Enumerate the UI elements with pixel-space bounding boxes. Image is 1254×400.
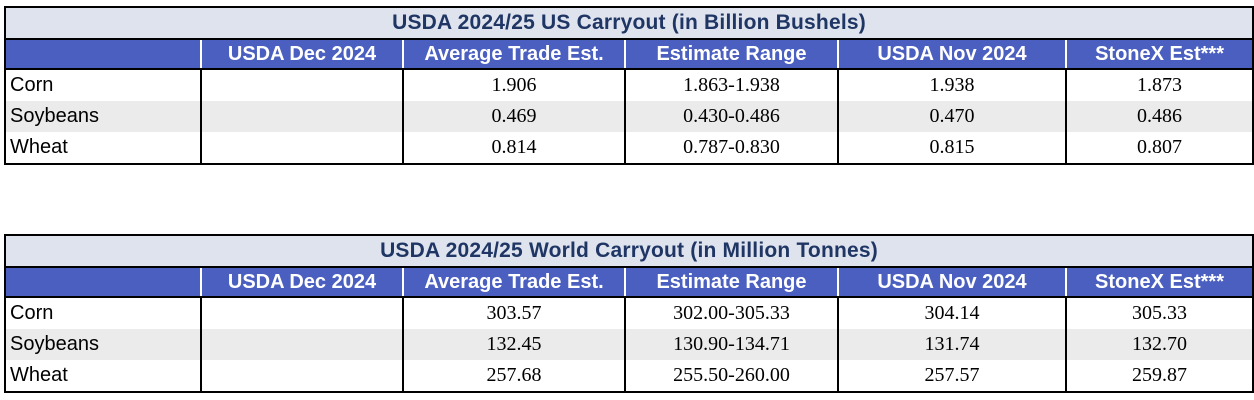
cell-average-trade: 0.469	[402, 101, 625, 132]
column-header-blank	[5, 39, 201, 70]
table-row: Soybeans 0.469 0.430-0.486 0.470 0.486	[5, 101, 1254, 132]
row-label: Corn	[5, 297, 201, 329]
cell-average-trade: 1.906	[402, 69, 625, 101]
cell-estimate-range: 0.787-0.830	[624, 132, 838, 164]
column-header-stonex: StoneX Est***	[1064, 267, 1254, 298]
cell-usda-dec	[200, 329, 403, 360]
cell-average-trade: 132.45	[402, 329, 625, 360]
world-table-header-row: USDA Dec 2024 Average Trade Est. Estimat…	[5, 267, 1254, 298]
table-row: Wheat 257.68 255.50-260.00 257.57 259.87	[5, 360, 1254, 392]
world-carryout-table: USDA 2024/25 World Carryout (in Million …	[4, 234, 1254, 393]
cell-usda-dec	[200, 132, 403, 164]
table-row: Soybeans 132.45 130.90-134.71 131.74 132…	[5, 329, 1254, 360]
table-row: Corn 1.906 1.863-1.938 1.938 1.873	[5, 69, 1254, 101]
cell-usda-dec	[200, 297, 403, 329]
column-header-average-trade: Average Trade Est.	[402, 267, 625, 298]
row-label: Soybeans	[5, 101, 201, 132]
cell-usda-dec	[200, 101, 403, 132]
column-header-stonex: StoneX Est***	[1064, 39, 1254, 70]
column-header-usda-nov: USDA Nov 2024	[837, 39, 1066, 70]
cell-usda-nov: 0.470	[837, 101, 1066, 132]
column-header-estimate-range: Estimate Range	[624, 267, 838, 298]
row-label: Wheat	[5, 132, 201, 164]
cell-estimate-range: 302.00-305.33	[624, 297, 838, 329]
cell-stonex: 0.807	[1064, 132, 1254, 164]
row-label: Soybeans	[5, 329, 201, 360]
column-header-usda-nov: USDA Nov 2024	[837, 267, 1066, 298]
us-table-title: USDA 2024/25 US Carryout (in Billion Bus…	[5, 7, 1254, 40]
world-table-title: USDA 2024/25 World Carryout (in Million …	[5, 235, 1254, 268]
cell-estimate-range: 0.430-0.486	[624, 101, 838, 132]
us-table-header-row: USDA Dec 2024 Average Trade Est. Estimat…	[5, 39, 1254, 70]
cell-usda-nov: 0.815	[837, 132, 1066, 164]
cell-usda-nov: 304.14	[837, 297, 1066, 329]
us-table-title-row: USDA 2024/25 US Carryout (in Billion Bus…	[5, 7, 1254, 40]
us-carryout-table: USDA 2024/25 US Carryout (in Billion Bus…	[4, 6, 1254, 165]
cell-estimate-range: 1.863-1.938	[624, 69, 838, 101]
cell-stonex: 132.70	[1064, 329, 1254, 360]
cell-usda-nov: 1.938	[837, 69, 1066, 101]
cell-estimate-range: 130.90-134.71	[624, 329, 838, 360]
row-label: Corn	[5, 69, 201, 101]
cell-stonex: 0.486	[1064, 101, 1254, 132]
cell-average-trade: 303.57	[402, 297, 625, 329]
cell-average-trade: 257.68	[402, 360, 625, 392]
cell-stonex: 1.873	[1064, 69, 1254, 101]
column-header-average-trade: Average Trade Est.	[402, 39, 625, 70]
cell-estimate-range: 255.50-260.00	[624, 360, 838, 392]
cell-usda-dec	[200, 360, 403, 392]
column-header-usda-dec: USDA Dec 2024	[200, 267, 403, 298]
row-label: Wheat	[5, 360, 201, 392]
world-table-title-row: USDA 2024/25 World Carryout (in Million …	[5, 235, 1254, 268]
cell-usda-nov: 131.74	[837, 329, 1066, 360]
table-row: Wheat 0.814 0.787-0.830 0.815 0.807	[5, 132, 1254, 164]
column-header-blank	[5, 267, 201, 298]
cell-stonex: 259.87	[1064, 360, 1254, 392]
cell-usda-dec	[200, 69, 403, 101]
column-header-estimate-range: Estimate Range	[624, 39, 838, 70]
column-header-usda-dec: USDA Dec 2024	[200, 39, 403, 70]
table-row: Corn 303.57 302.00-305.33 304.14 305.33	[5, 297, 1254, 329]
cell-usda-nov: 257.57	[837, 360, 1066, 392]
cell-average-trade: 0.814	[402, 132, 625, 164]
cell-stonex: 305.33	[1064, 297, 1254, 329]
